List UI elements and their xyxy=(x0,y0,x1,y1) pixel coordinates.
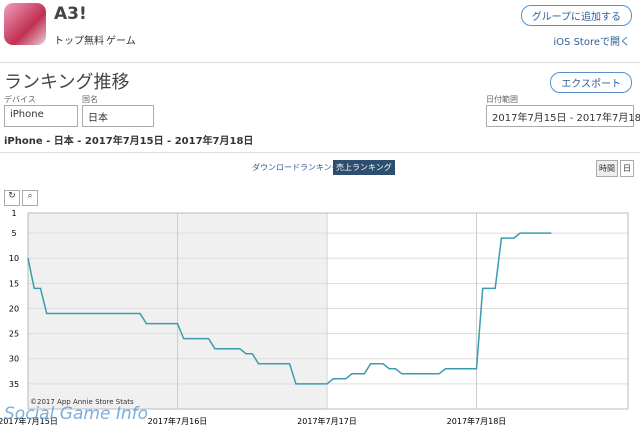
x-tick-label: 2017年7月18日 xyxy=(447,416,507,426)
x-tick-label: 2017年7月17日 xyxy=(297,416,357,426)
store-link[interactable]: iOS Storeで開く xyxy=(553,37,630,48)
tab[interactable]: ダウンロードランキング xyxy=(252,163,340,172)
filter-label: 日付範囲 xyxy=(486,95,518,104)
date-select[interactable]: 2017年7月15日 - 2017年7月18日 xyxy=(486,105,640,127)
tag[interactable]: トップ無料 xyxy=(54,36,104,47)
y-tick-label: 30 xyxy=(9,355,19,364)
section-title: ランキング推移 xyxy=(4,72,130,93)
y-tick-label: 20 xyxy=(9,304,19,313)
rank-line xyxy=(27,232,552,385)
summary: iPhone - 日本 - 2017年7月15日 - 2017年7月18日 xyxy=(4,136,254,147)
x-tick-label: 2017年7月15日 xyxy=(0,416,58,426)
plot-frame xyxy=(27,212,629,410)
app-name: A3! xyxy=(54,4,87,24)
filter-label: 国名 xyxy=(82,95,98,104)
watermark: Social Game Info xyxy=(4,404,148,424)
divider xyxy=(0,62,640,63)
reset-button[interactable]: ↻ xyxy=(4,190,20,206)
granularity-button[interactable]: 日 xyxy=(620,160,634,177)
granularity-button[interactable]: 時間 xyxy=(596,160,618,177)
y-tick-label: 35 xyxy=(9,380,19,389)
app-icon xyxy=(4,3,46,45)
y-tick-label: 5 xyxy=(11,229,16,238)
zoom-button[interactable]: ⌕ xyxy=(22,190,38,206)
device-select[interactable]: iPhone xyxy=(4,105,78,127)
y-tick-label: 1 xyxy=(11,209,16,218)
divider xyxy=(0,152,640,153)
y-tick-label: 25 xyxy=(9,330,19,339)
export-button[interactable]: エクスポート xyxy=(550,72,632,93)
y-tick-label: 10 xyxy=(9,254,19,263)
y-tick-label: 15 xyxy=(9,279,19,288)
x-tick-label: 2017年7月16日 xyxy=(148,416,208,426)
tag[interactable]: ゲーム xyxy=(106,36,136,47)
country-select[interactable]: 日本 xyxy=(82,105,154,127)
filter-label: デバイス xyxy=(4,95,36,104)
annotation: ©2017 App Annie Store Stats xyxy=(30,398,134,406)
tab-active[interactable]: 売上ランキング xyxy=(333,160,395,175)
add-group-button[interactable]: グループに追加する xyxy=(520,5,632,26)
